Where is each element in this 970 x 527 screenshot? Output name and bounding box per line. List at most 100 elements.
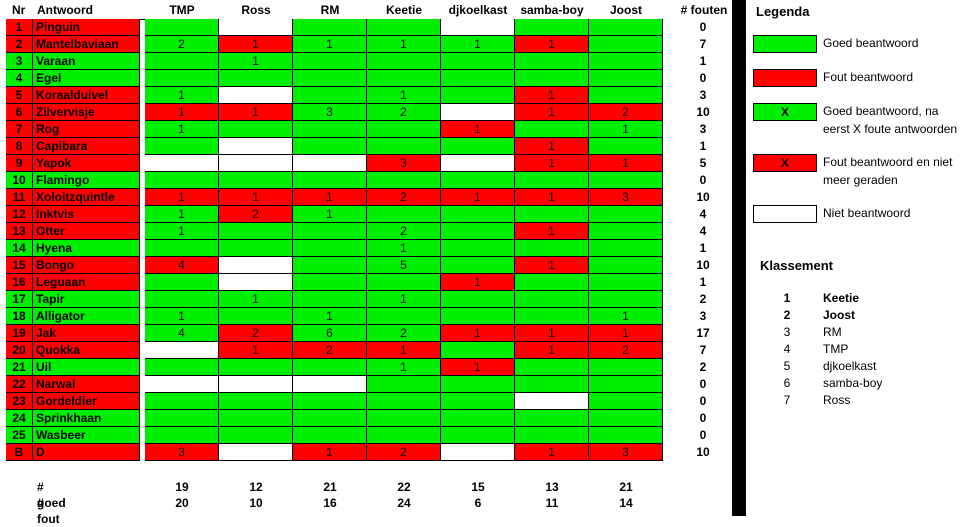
score-cell-TMP: 1 [145, 87, 219, 104]
score-cell-Keetie [367, 274, 441, 291]
column-divider [732, 0, 746, 516]
score-cell-Ross [219, 223, 293, 240]
goed-count: 21 [323, 480, 337, 494]
score-cell-TMP [145, 240, 219, 257]
ranking-position: 4 [783, 342, 791, 356]
score-cell-Joost [589, 359, 663, 376]
score-cell-djkoelkast [441, 223, 515, 240]
score-cell-Keetie: 2 [367, 444, 441, 461]
score-cell-samba-boy [515, 121, 589, 138]
score-cell-Ross: 1 [219, 342, 293, 359]
header-antwoord: Antwoord [37, 3, 93, 17]
score-cell-djkoelkast [441, 308, 515, 325]
ranking-position: 2 [783, 308, 791, 322]
score-cell-samba-boy [515, 427, 589, 444]
score-cell-Joost [589, 138, 663, 155]
score-cell-TMP: 3 [145, 444, 219, 461]
score-cell-Joost: 1 [589, 308, 663, 325]
score-cell-RM [293, 376, 367, 393]
fouten-count: 10 [696, 190, 710, 204]
score-cell-Keetie [367, 376, 441, 393]
score-cell-Ross: 2 [219, 325, 293, 342]
score-cell-Ross [219, 70, 293, 87]
score-cell-Joost [589, 53, 663, 70]
legend-text: Fout beantwoord [823, 70, 914, 84]
score-cell-RM [293, 121, 367, 138]
score-cell-djkoelkast [441, 70, 515, 87]
fouten-count: 7 [699, 343, 707, 357]
ranking-name: Ross [823, 393, 851, 407]
score-cell-Joost [589, 291, 663, 308]
score-cell-Keetie [367, 427, 441, 444]
score-cell-samba-boy [515, 172, 589, 189]
answer-cell: Koraalduivel [33, 87, 140, 104]
row-number: 2 [6, 36, 33, 53]
score-cell-djkoelkast [441, 410, 515, 427]
header-player-RM: RM [320, 3, 340, 17]
row-number: 22 [6, 376, 33, 393]
legend-text: Goed beantwoord, na eerst X foute antwoo… [823, 104, 958, 136]
ranking-position: 3 [783, 325, 791, 339]
score-cell-samba-boy [515, 70, 589, 87]
legend-swatch [753, 205, 817, 223]
fouten-count: 0 [699, 394, 707, 408]
ranking-position: 6 [783, 376, 791, 390]
row-number: 15 [6, 257, 33, 274]
score-cell-RM: 2 [293, 342, 367, 359]
score-cell-Keetie [367, 308, 441, 325]
score-cell-Keetie [367, 206, 441, 223]
row-number: 11 [6, 189, 33, 206]
score-cell-RM [293, 410, 367, 427]
score-cell-djkoelkast [441, 240, 515, 257]
answer-cell: Inktvis [33, 206, 140, 223]
fout-total: 16 [323, 496, 337, 510]
answer-cell: Zilvervisje [33, 104, 140, 121]
goed-count: 13 [545, 480, 559, 494]
fout-total: 20 [175, 496, 189, 510]
score-cell-djkoelkast [441, 427, 515, 444]
score-cell-samba-boy [515, 274, 589, 291]
answer-cell: Hyena [33, 240, 140, 257]
score-cell-djkoelkast: 1 [441, 36, 515, 53]
fouten-count: 7 [699, 37, 707, 51]
answer-cell: Flamingo [33, 172, 140, 189]
score-cell-Ross: 1 [219, 291, 293, 308]
score-cell-TMP [145, 393, 219, 410]
score-cell-RM [293, 172, 367, 189]
score-cell-djkoelkast: 1 [441, 325, 515, 342]
score-cell-TMP [145, 172, 219, 189]
score-cell-Ross [219, 274, 293, 291]
row-number: 8 [6, 138, 33, 155]
score-cell-RM [293, 393, 367, 410]
score-cell-samba-boy: 1 [515, 189, 589, 206]
ranking-name: samba-boy [823, 376, 883, 390]
row-number: 4 [6, 70, 33, 87]
answer-cell: Mantelbaviaan [33, 36, 140, 53]
score-cell-Joost [589, 19, 663, 36]
fouten-count: 1 [699, 275, 707, 289]
ranking-position: 5 [783, 359, 791, 373]
score-cell-djkoelkast [441, 291, 515, 308]
row-number: 14 [6, 240, 33, 257]
fouten-count: 3 [699, 309, 707, 323]
score-cell-RM [293, 223, 367, 240]
score-cell-samba-boy: 1 [515, 223, 589, 240]
header-player-Keetie: Keetie [385, 3, 423, 17]
row-number: 1 [6, 19, 33, 36]
score-cell-Ross [219, 427, 293, 444]
score-cell-Joost [589, 393, 663, 410]
score-cell-RM [293, 359, 367, 376]
score-cell-TMP: 1 [145, 206, 219, 223]
score-cell-Keetie [367, 121, 441, 138]
score-cell-RM [293, 240, 367, 257]
score-cell-Keetie: 1 [367, 87, 441, 104]
legend-swatch [753, 35, 817, 53]
score-cell-TMP [145, 53, 219, 70]
score-cell-samba-boy [515, 19, 589, 36]
score-cell-Ross: 1 [219, 36, 293, 53]
fouten-count: 17 [696, 326, 710, 340]
answer-cell: Egel [33, 70, 140, 87]
score-cell-djkoelkast: 1 [441, 121, 515, 138]
answer-cell: Uil [33, 359, 140, 376]
legend-text: Fout beantwoord en niet meer geraden [823, 155, 953, 187]
